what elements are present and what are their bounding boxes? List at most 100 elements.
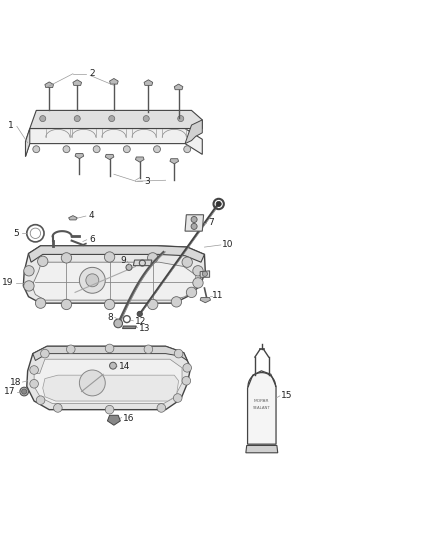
Polygon shape <box>133 260 152 265</box>
Polygon shape <box>43 375 179 401</box>
Circle shape <box>105 344 114 353</box>
Text: 19: 19 <box>2 278 14 287</box>
Text: 7: 7 <box>208 219 214 228</box>
Polygon shape <box>23 246 205 303</box>
Circle shape <box>24 265 34 276</box>
Circle shape <box>109 116 115 122</box>
Circle shape <box>178 116 184 122</box>
Circle shape <box>174 349 183 358</box>
Polygon shape <box>185 120 202 143</box>
Polygon shape <box>25 128 202 157</box>
Circle shape <box>35 298 46 308</box>
Text: 8: 8 <box>107 313 113 322</box>
Circle shape <box>104 299 115 310</box>
Text: 17: 17 <box>4 387 16 396</box>
Circle shape <box>79 370 105 396</box>
Circle shape <box>86 274 99 287</box>
Circle shape <box>216 201 221 207</box>
Circle shape <box>124 146 130 152</box>
Circle shape <box>183 364 191 372</box>
Text: 16: 16 <box>123 414 134 423</box>
Polygon shape <box>247 371 276 444</box>
Circle shape <box>21 389 27 394</box>
Circle shape <box>186 287 197 297</box>
Polygon shape <box>110 78 118 84</box>
Polygon shape <box>144 80 153 85</box>
Circle shape <box>30 379 39 388</box>
Circle shape <box>193 265 203 276</box>
Polygon shape <box>185 215 204 231</box>
Circle shape <box>20 387 28 396</box>
Text: 2: 2 <box>89 69 95 78</box>
Circle shape <box>74 116 80 122</box>
Polygon shape <box>174 84 183 90</box>
Circle shape <box>24 281 34 291</box>
Circle shape <box>171 297 182 307</box>
Polygon shape <box>30 110 202 128</box>
Circle shape <box>53 403 62 412</box>
Circle shape <box>93 146 100 152</box>
Text: 6: 6 <box>89 235 95 244</box>
Polygon shape <box>34 359 182 403</box>
Text: 3: 3 <box>144 176 150 185</box>
Circle shape <box>61 299 72 310</box>
Circle shape <box>191 223 197 229</box>
Text: MOPAR: MOPAR <box>254 399 269 403</box>
Circle shape <box>79 268 105 293</box>
Circle shape <box>126 264 132 270</box>
Polygon shape <box>28 246 205 262</box>
Text: 15: 15 <box>281 391 293 400</box>
Text: 12: 12 <box>135 317 147 326</box>
Text: 4: 4 <box>89 211 95 220</box>
Circle shape <box>40 116 46 122</box>
Text: 9: 9 <box>120 256 126 265</box>
Polygon shape <box>27 346 191 410</box>
Circle shape <box>137 311 142 317</box>
Circle shape <box>36 396 45 405</box>
Circle shape <box>61 253 72 263</box>
Circle shape <box>67 345 75 353</box>
Polygon shape <box>69 216 77 220</box>
Circle shape <box>104 252 115 262</box>
Polygon shape <box>135 157 144 162</box>
Circle shape <box>41 349 49 358</box>
Circle shape <box>144 345 153 353</box>
Circle shape <box>148 299 158 310</box>
Polygon shape <box>25 128 30 157</box>
Circle shape <box>38 256 48 266</box>
Circle shape <box>184 146 191 152</box>
Text: SEALANT: SEALANT <box>253 406 271 410</box>
Polygon shape <box>75 154 84 159</box>
Polygon shape <box>105 155 114 159</box>
Circle shape <box>202 271 208 277</box>
Polygon shape <box>170 159 179 164</box>
Polygon shape <box>200 271 210 277</box>
Text: 14: 14 <box>119 362 131 371</box>
Circle shape <box>33 146 40 152</box>
Circle shape <box>157 403 166 412</box>
Polygon shape <box>33 346 187 360</box>
Polygon shape <box>32 262 196 300</box>
Circle shape <box>105 406 114 414</box>
Circle shape <box>143 116 149 122</box>
Text: 11: 11 <box>212 292 224 300</box>
Text: 13: 13 <box>139 324 150 333</box>
Circle shape <box>191 216 197 222</box>
Circle shape <box>30 366 39 374</box>
Polygon shape <box>123 326 136 329</box>
Polygon shape <box>73 80 81 85</box>
Circle shape <box>182 257 192 268</box>
Circle shape <box>148 253 158 263</box>
Circle shape <box>154 146 160 152</box>
Circle shape <box>63 146 70 152</box>
Circle shape <box>114 319 123 328</box>
Text: 1: 1 <box>8 120 14 130</box>
Circle shape <box>182 376 191 385</box>
Polygon shape <box>246 446 278 453</box>
Circle shape <box>173 394 182 402</box>
Circle shape <box>193 278 203 288</box>
Text: 18: 18 <box>10 377 21 386</box>
Polygon shape <box>107 415 120 425</box>
Circle shape <box>110 362 117 369</box>
Polygon shape <box>200 297 211 303</box>
